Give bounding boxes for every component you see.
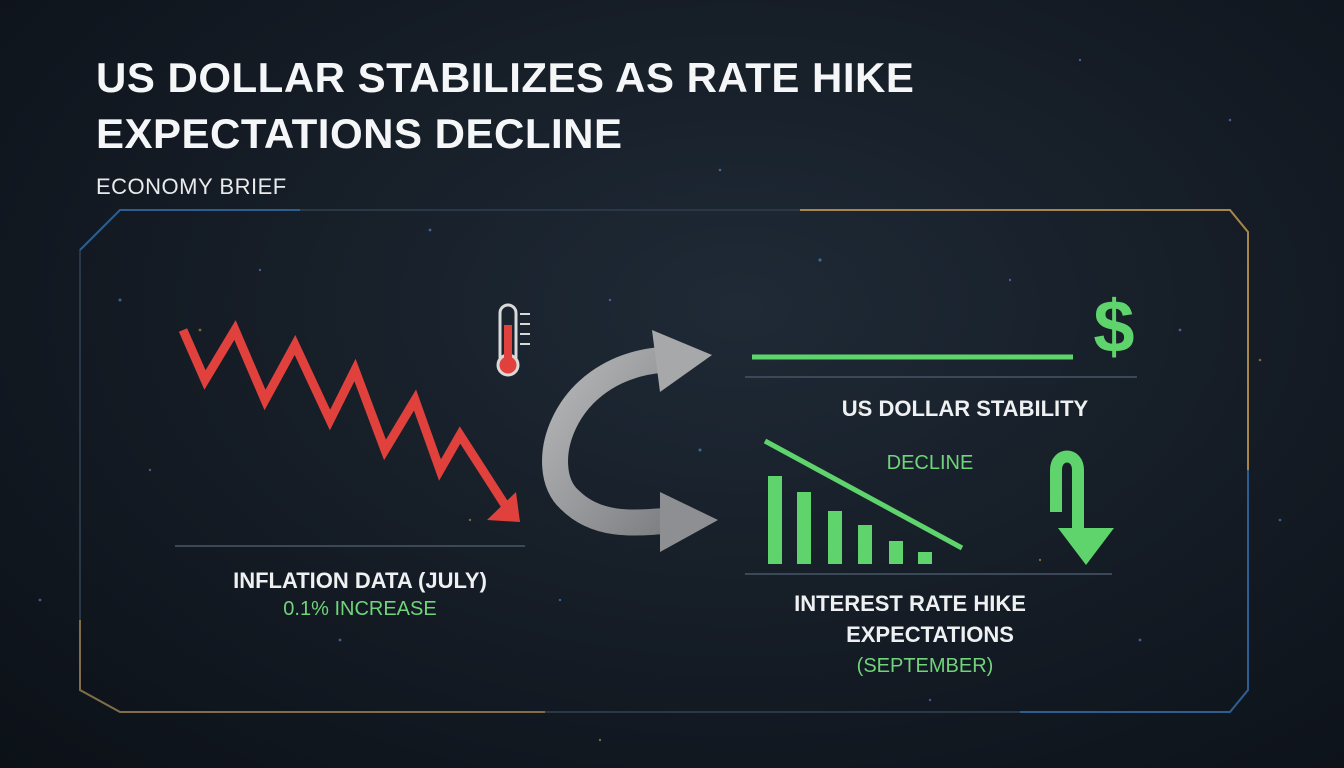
curved-arrow-icon: [542, 330, 718, 552]
rate-bar: [828, 511, 842, 564]
background-particles-warm: [198, 328, 1262, 742]
inflation-value: 0.1% INCREASE: [283, 598, 437, 620]
headline: US DOLLAR STABILIZES AS RATE HIKE EXPECT…: [96, 54, 915, 157]
background-particles: [38, 58, 1282, 702]
rate-bar: [918, 552, 932, 564]
thermometer-icon: [496, 303, 530, 377]
dollar-stability-graphic: [745, 354, 1137, 378]
dollar-sign-icon: $: [1093, 285, 1134, 368]
rates-label-line1: INTEREST RATE HIKE: [794, 591, 1026, 616]
rates-label-line2: EXPECTATIONS: [846, 622, 1014, 647]
decline-trend-line: [763, 438, 964, 551]
section-kicker: ECONOMY BRIEF: [96, 174, 287, 199]
down-arrow-icon: [1050, 450, 1114, 565]
rate-bars-graphic: [768, 476, 932, 564]
rate-bar: [889, 541, 903, 564]
inflation-zigzag-arrow: [178, 320, 520, 522]
dollar-label: US DOLLAR STABILITY: [841, 396, 1089, 421]
rate-bar: [797, 492, 811, 564]
panel-frame: [78, 208, 1249, 714]
decline-label: DECLINE: [886, 452, 974, 474]
inflation-label: INFLATION DATA (JULY): [233, 568, 487, 593]
rates-period: (SEPTEMBER): [856, 655, 994, 677]
rate-bar: [858, 525, 872, 564]
rate-bar: [768, 476, 782, 564]
